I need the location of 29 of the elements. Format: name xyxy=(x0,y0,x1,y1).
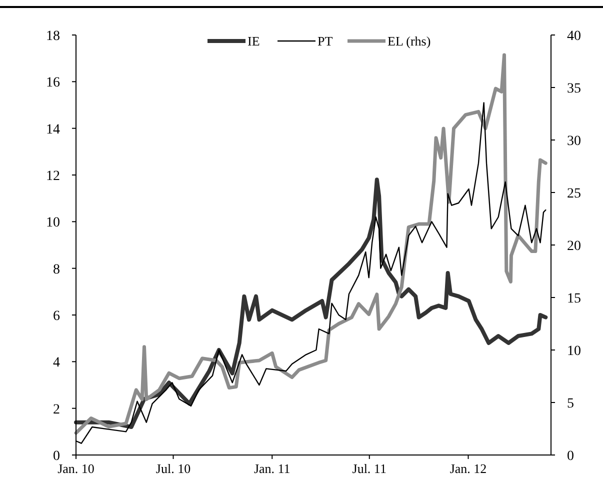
legend-label: EL (rhs) xyxy=(388,34,431,48)
x-tick-label: Jan. 11 xyxy=(254,461,290,476)
y2-tick-label: 10 xyxy=(567,344,581,359)
y-tick-label: 10 xyxy=(46,216,60,231)
y-tick-label: 14 xyxy=(46,122,60,138)
y-tick-label: 18 xyxy=(46,29,60,44)
line-series xyxy=(74,178,548,429)
x-tick-label: Jan. 12 xyxy=(450,461,487,476)
y-tick-label: 8 xyxy=(53,262,60,278)
y2-tick-label: 15 xyxy=(567,292,581,306)
y-tick-label: 2 xyxy=(53,402,60,418)
y-tick-label: 4 xyxy=(53,356,60,371)
y2-tick-label: 0 xyxy=(567,449,574,464)
y2-tick-label: 30 xyxy=(567,134,581,149)
x-tick-label: Jul. 11 xyxy=(352,461,386,476)
y2-tick-label: 40 xyxy=(567,29,581,44)
legend-label: PT xyxy=(318,34,333,48)
y-tick-label: 12 xyxy=(46,169,60,184)
y-tick-label: 16 xyxy=(46,76,60,91)
legend-label: IE xyxy=(248,34,260,48)
y-tick-label: 6 xyxy=(53,309,60,324)
x-tick-label: Jul. 10 xyxy=(156,461,191,476)
y2-tick-label: 25 xyxy=(567,186,581,202)
y2-tick-label: 35 xyxy=(567,82,581,96)
y2-tick-label: 20 xyxy=(567,239,581,254)
x-tick-label: Jan. 10 xyxy=(58,461,94,476)
y2-tick-label: 5 xyxy=(567,396,574,412)
line-series xyxy=(74,53,548,435)
y-tick-label: 0 xyxy=(53,449,60,464)
